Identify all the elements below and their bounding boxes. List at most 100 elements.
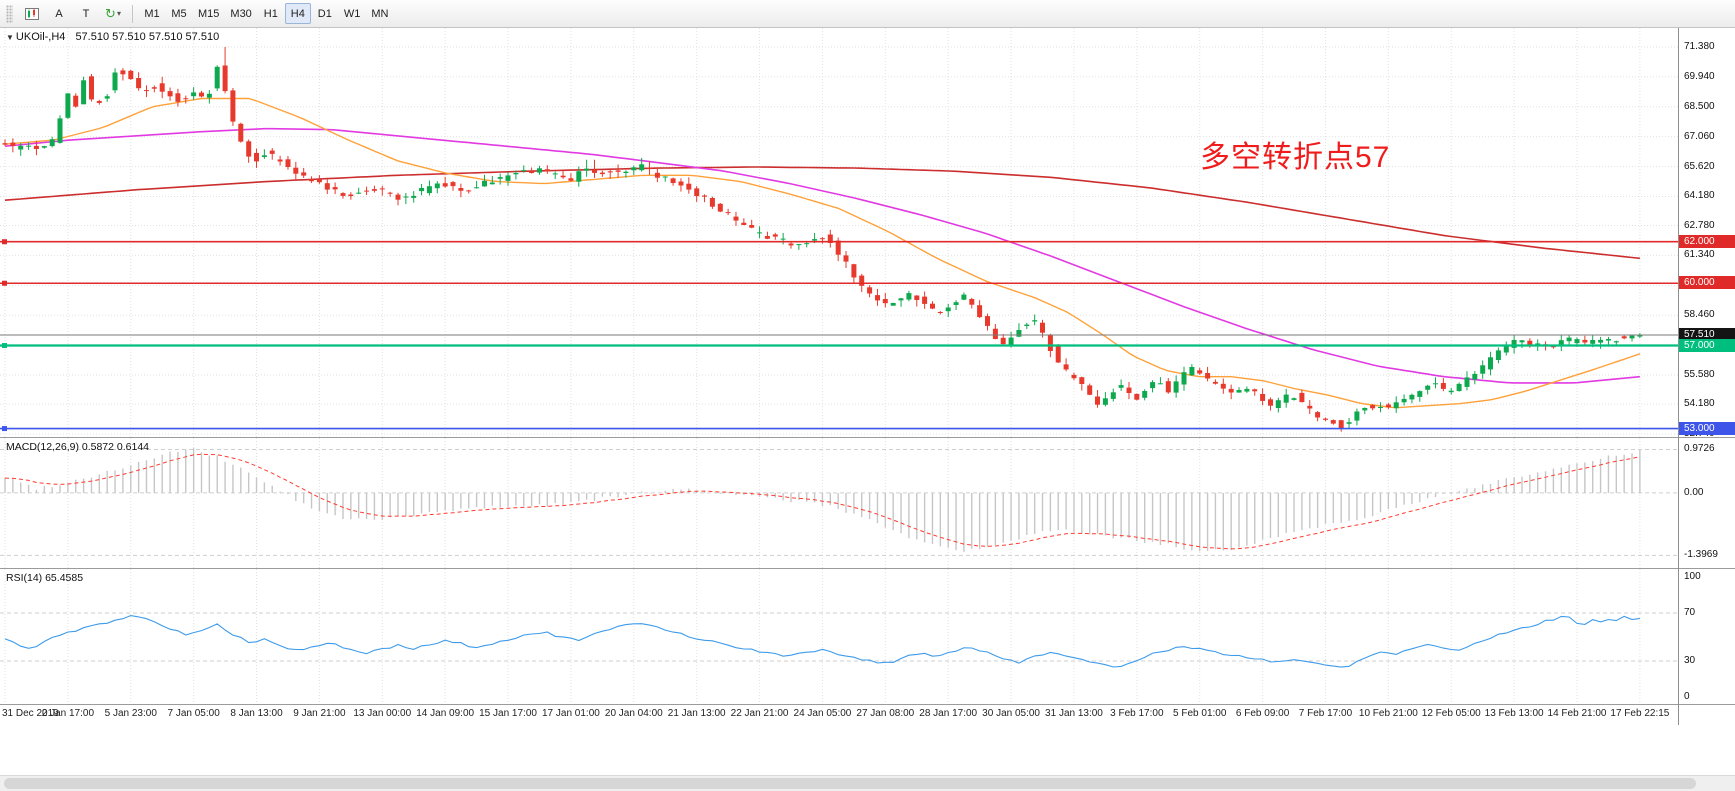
- price-tick-label: 69.940: [1684, 70, 1715, 82]
- time-label: 13 Feb 13:00: [1484, 708, 1544, 719]
- price-tick-label: 68.500: [1684, 100, 1715, 112]
- price-tick-label: 61.340: [1684, 249, 1715, 261]
- text-tool-button[interactable]: T: [82, 7, 90, 20]
- rsi-axis-label: 100: [1684, 571, 1701, 582]
- price-chart-svg[interactable]: [0, 28, 1678, 437]
- ma-slow-red-line: [4, 166, 1640, 260]
- plot-column: ▼ UKOil-,H4 57.510 57.510 57.510 57.510 多…: [0, 28, 1678, 723]
- time-label: 8 Jan 13:00: [230, 708, 283, 719]
- time-label: 31 Jan 13:00: [1045, 708, 1103, 719]
- level-price-badge: 62.000: [1679, 234, 1735, 248]
- level-handle: [2, 426, 7, 432]
- rsi-line: [4, 615, 1640, 668]
- time-label: 7 Feb 17:00: [1298, 708, 1353, 719]
- annotation-tool-button[interactable]: A: [55, 7, 63, 20]
- time-label: 24 Jan 05:00: [793, 708, 852, 719]
- price-tick-label: 55.580: [1684, 369, 1715, 380]
- time-label: 12 Feb 05:00: [1421, 708, 1481, 719]
- toolbar-separator: [132, 4, 133, 23]
- scrollbar-thumb[interactable]: [4, 778, 1696, 789]
- level-handle: [2, 280, 7, 286]
- time-label: 6 Feb 09:00: [1235, 708, 1290, 719]
- timeframe-button-m15[interactable]: M15: [198, 7, 220, 20]
- macd-panel[interactable]: MACD(12,26,9) 0.5872 0.6144: [0, 437, 1678, 568]
- scale-separator: [1679, 568, 1735, 569]
- level-price-badge: 60.000: [1679, 276, 1735, 290]
- level-handle: [2, 343, 7, 349]
- time-label: 27 Jan 08:00: [856, 708, 915, 719]
- time-label: 5 Jan 23:00: [104, 708, 157, 719]
- symbol-label: UKOil-,H4: [15, 31, 66, 43]
- timeframe-group: M1 M5 M15 M30 H1 H4 D1 W1 MN: [139, 3, 393, 24]
- autotrade-cycle-icon: ↻: [105, 6, 116, 21]
- chart-toolbar: A T ↻ ▾ M1 M5 M15 M30 H1 H4 D1 W1 MN: [0, 0, 1735, 28]
- level-price-badge: 57.000: [1679, 338, 1735, 352]
- macd-chart-svg[interactable]: [0, 438, 1678, 568]
- trend-annotation-text[interactable]: 多空转折点57: [1200, 141, 1391, 174]
- macd-signal-line: [4, 453, 1641, 550]
- price-scale[interactable]: 71.380 69.940 68.500 67.060 65.620 64.180 62.7…: [1678, 28, 1735, 725]
- bid-price-badge: 57.510: [1679, 327, 1735, 341]
- macd-label: MACD(12,26,9) 0.5872 0.6144: [6, 441, 150, 453]
- candles-layer: [2, 47, 1643, 432]
- level-price-badge: 53.000: [1679, 421, 1735, 435]
- macd-axis-label: 0.00: [1684, 486, 1704, 498]
- timeframe-button-d1[interactable]: D1: [317, 7, 332, 20]
- price-tick-label: 58.460: [1684, 309, 1715, 321]
- chart-window-icon[interactable]: [19, 3, 45, 24]
- time-label: 21 Jan 13:00: [667, 708, 726, 719]
- timeframe-button-w1[interactable]: W1: [343, 7, 361, 20]
- time-label: 13 Jan 00:00: [353, 708, 412, 719]
- time-label: 9 Jan 21:00: [293, 708, 346, 719]
- time-label: 22 Jan 21:00: [730, 708, 789, 719]
- level-handle: [2, 239, 7, 245]
- timeframe-button-m5[interactable]: M5: [171, 7, 187, 20]
- timeframe-button-m30[interactable]: M30: [230, 7, 252, 20]
- macd-axis-label: 0.9726: [1684, 443, 1715, 455]
- rsi-label: RSI(14) 65.4585: [6, 572, 84, 584]
- price-tick-label: 67.060: [1684, 130, 1715, 142]
- rsi-axis-label: 70: [1684, 607, 1696, 618]
- macd-histogram: [4, 448, 1641, 552]
- rsi-chart-svg[interactable]: [0, 569, 1678, 704]
- ohlc-values: 57.510 57.510 57.510 57.510: [75, 31, 220, 43]
- time-label: 10 Feb 21:00: [1358, 708, 1418, 719]
- time-label: 17 Jan 01:00: [541, 708, 600, 719]
- time-axis[interactable]: 31 Dec 2019 2 Jan 17:00 5 Jan 23:00 7 Jan 0…: [0, 704, 1678, 723]
- ma-fast-orange-line: [4, 97, 1641, 409]
- rsi-grid: [0, 569, 1678, 704]
- timeframe-button-h1[interactable]: H1: [263, 7, 278, 20]
- timeframe-button-m1[interactable]: M1: [144, 7, 160, 20]
- ma-mid-magenta-line: [4, 127, 1640, 384]
- autotrade-cycle-button[interactable]: ↻ ▾: [100, 3, 126, 24]
- candles-mini-icon: [25, 7, 39, 20]
- symbol-ohlc-label: ▼ UKOil-,H4 57.510 57.510 57.510 57.510: [6, 31, 219, 43]
- toolbar-grip[interactable]: [6, 4, 13, 23]
- chart-area[interactable]: ▼ UKOil-,H4 57.510 57.510 57.510 57.510 多…: [0, 28, 1735, 791]
- time-label: 5 Feb 01:00: [1173, 708, 1227, 719]
- time-label: 15 Jan 17:00: [479, 708, 537, 719]
- timeframe-button-h4[interactable]: H4: [284, 3, 311, 24]
- time-label: 20 Jan 04:00: [604, 708, 663, 719]
- macd-grid: [0, 438, 1678, 568]
- price-tick-label: 54.180: [1684, 398, 1715, 410]
- scale-separator: [1679, 437, 1735, 438]
- timeframe-button-mn[interactable]: MN: [371, 7, 389, 20]
- horizontal-scrollbar[interactable]: [0, 775, 1735, 791]
- price-tick-label: 64.180: [1684, 190, 1715, 202]
- scale-separator: [1679, 704, 1735, 705]
- rsi-axis-label: 30: [1684, 655, 1696, 666]
- rsi-panel[interactable]: RSI(14) 65.4585: [0, 568, 1678, 704]
- price-tick-label: 65.620: [1684, 160, 1715, 172]
- price-tick-label: 62.780: [1684, 219, 1715, 231]
- chevron-down-icon: ▾: [116, 9, 121, 18]
- time-label: 31 Dec 2019: [2, 708, 59, 719]
- price-level-lines[interactable]: [0, 239, 1678, 432]
- symbol-dropdown-icon[interactable]: ▼: [6, 33, 14, 42]
- time-label: 7 Jan 05:00: [167, 708, 220, 719]
- price-tick-label: 71.380: [1684, 41, 1715, 52]
- price-panel[interactable]: ▼ UKOil-,H4 57.510 57.510 57.510 57.510 多…: [0, 28, 1678, 437]
- time-label: 2 Jan 17:00: [41, 708, 95, 719]
- time-label: 17 Feb 22:15: [1610, 708, 1670, 719]
